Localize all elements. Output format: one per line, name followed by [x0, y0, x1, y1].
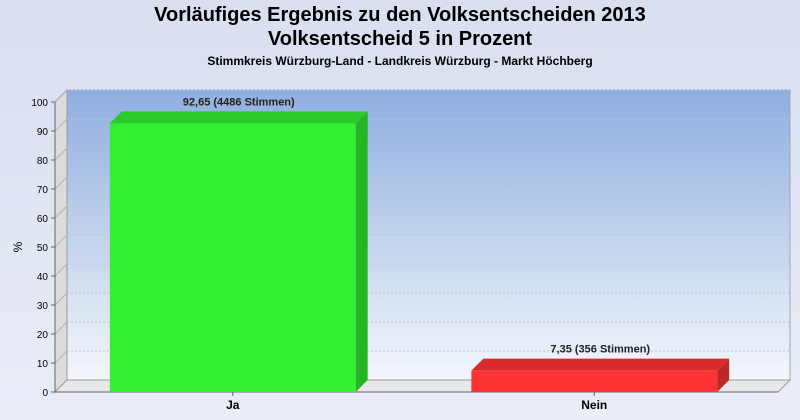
grid-line-side — [54, 350, 68, 364]
x-tick-label: Ja — [226, 398, 240, 412]
grid-line-side — [54, 176, 68, 190]
y-tick-label: 10 — [37, 359, 49, 370]
y-tick-label: 60 — [37, 214, 49, 225]
bar — [471, 370, 718, 392]
data-label: 7,35 (356 Stimmen) — [550, 344, 650, 356]
y-tick-label: 100 — [31, 98, 48, 109]
grid-line-side — [54, 118, 68, 132]
y-tick-label: 50 — [37, 243, 49, 254]
y-tick-label: 0 — [42, 388, 48, 399]
grid-line-side — [54, 234, 68, 248]
grid-line-side — [54, 205, 68, 219]
grid-line-side — [54, 263, 68, 277]
grid-line-side — [54, 89, 68, 103]
bar-side — [717, 358, 730, 392]
grid-line-side — [54, 147, 68, 161]
chart-title-line2: Volksentscheid 5 in Prozent — [267, 28, 533, 50]
y-tick-label: 70 — [37, 185, 49, 196]
y-tick-label: 80 — [37, 156, 49, 167]
bar — [109, 123, 356, 392]
bar-top — [109, 111, 368, 124]
bar-top — [471, 358, 730, 371]
y-axis-label: % — [11, 241, 25, 252]
grid-line-side — [54, 321, 68, 335]
y-tick-label: 40 — [37, 272, 49, 283]
chart-title: Vorläufiges Ergebnis zu den Volksentsche… — [154, 4, 646, 26]
y-tick-label: 90 — [37, 127, 49, 138]
y-tick-label: 30 — [37, 301, 49, 312]
chart-subtitle: Stimmkreis Würzburg-Land - Landkreis Wür… — [207, 54, 593, 68]
bar-side — [355, 111, 368, 392]
y-tick-label: 20 — [37, 330, 49, 341]
x-tick-label: Nein — [581, 398, 607, 412]
data-label: 92,65 (4486 Stimmen) — [183, 96, 295, 108]
grid-line-side — [54, 292, 68, 306]
